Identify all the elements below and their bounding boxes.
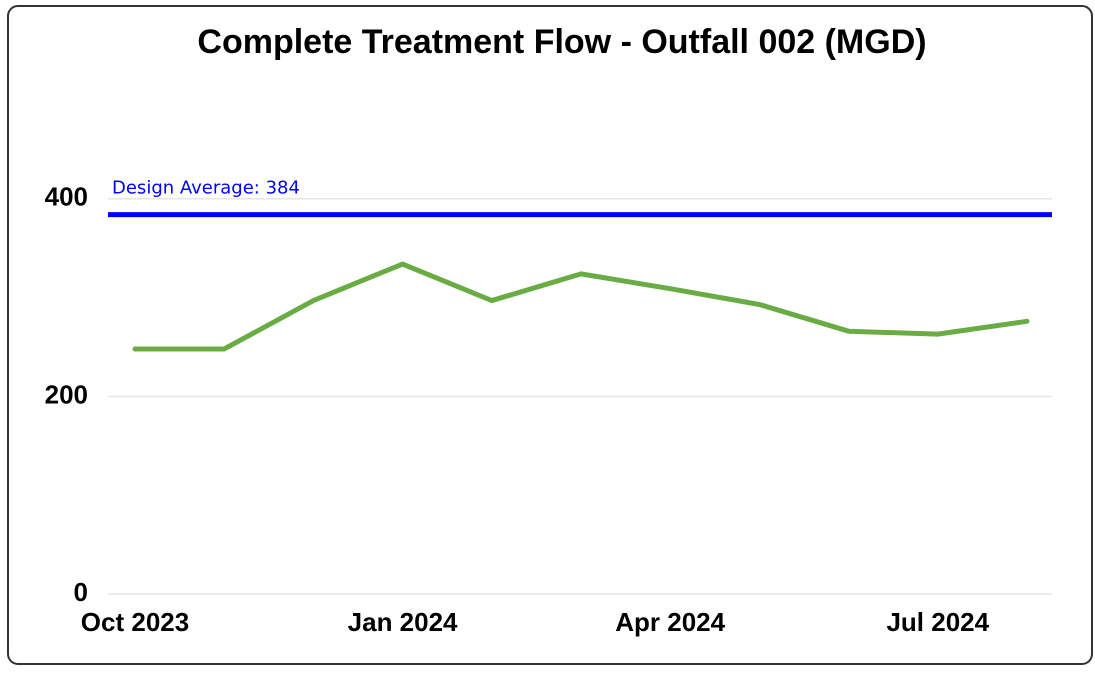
card-border [7, 5, 1093, 665]
x-tick-label: Jul 2024 [886, 607, 989, 637]
y-tick-label: 0 [74, 577, 88, 607]
chart-title: Complete Treatment Flow - Outfall 002 (M… [197, 23, 926, 61]
y-tick-label: 200 [45, 379, 88, 409]
x-tick-label: Jan 2024 [348, 607, 458, 637]
x-tick-label: Oct 2023 [81, 607, 189, 637]
data-line [132, 261, 1030, 352]
y-tick-label: 400 [45, 182, 88, 212]
reference-label: Design Average: 384 [112, 178, 300, 199]
x-tick-label: Apr 2024 [615, 607, 725, 637]
